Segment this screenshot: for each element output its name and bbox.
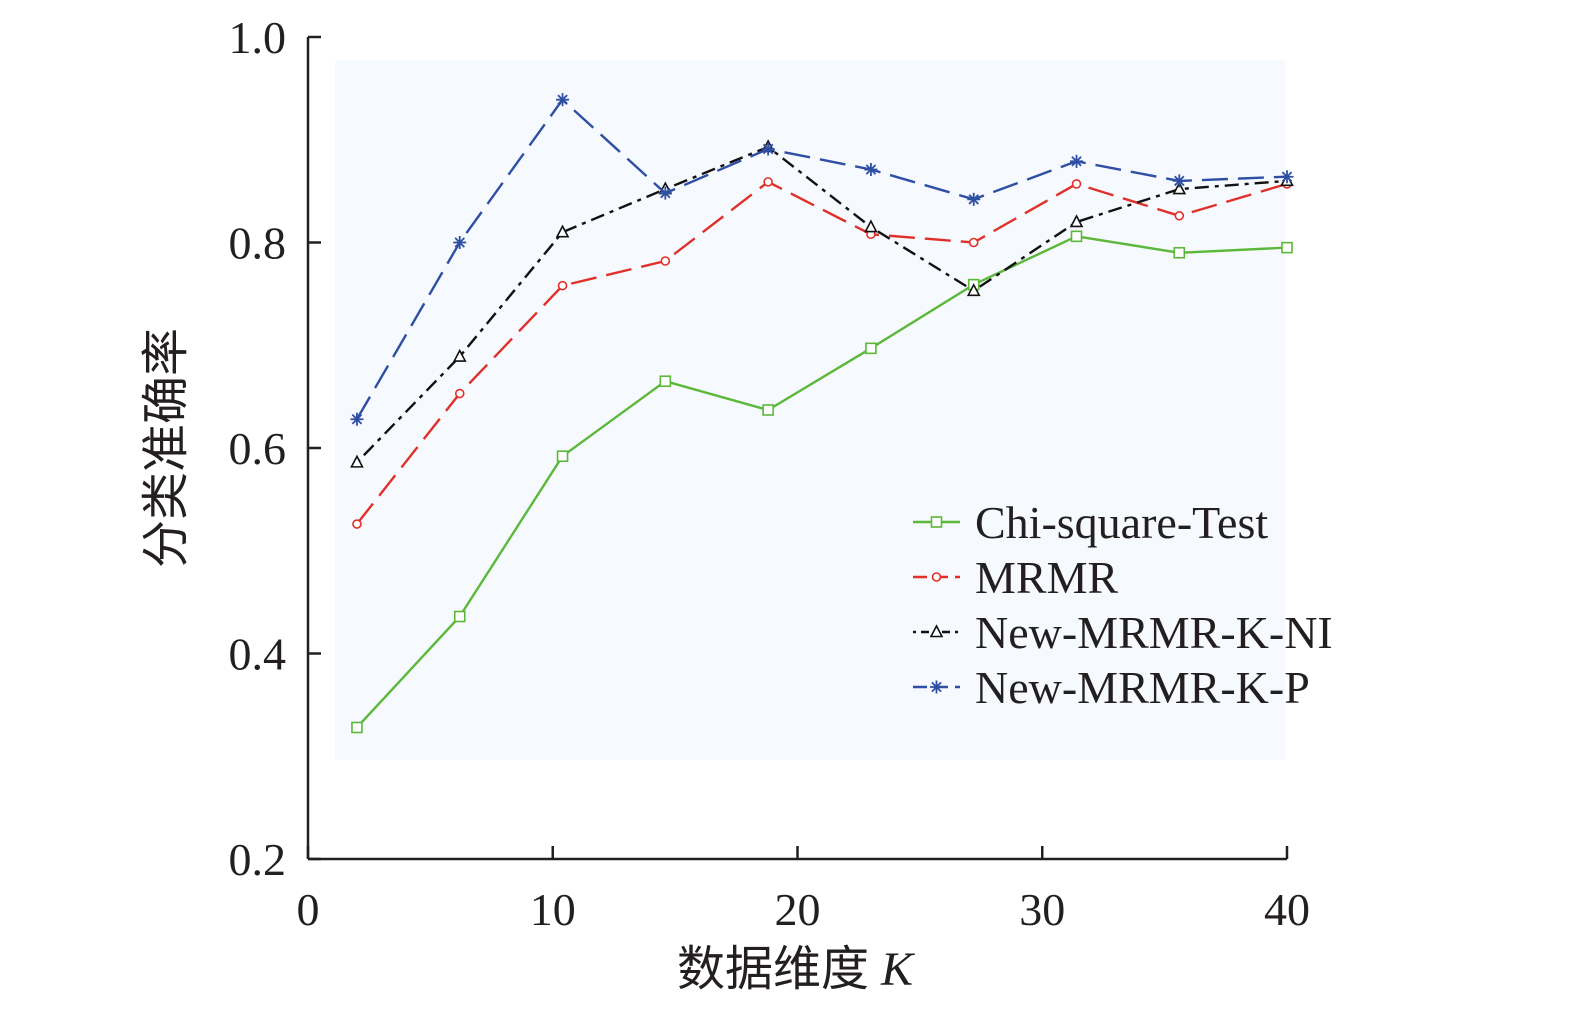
series-layer: [350, 93, 1294, 734]
legend-item: New-MRMR-K-P: [913, 662, 1310, 713]
series-line-new-mrmr-k-p: [355, 98, 1288, 420]
data-point: [761, 142, 775, 156]
data-point: [966, 283, 981, 297]
legend-label: New-MRMR-K-NI: [975, 607, 1333, 658]
series-chi-square-test: [351, 230, 1293, 734]
data-point: [1071, 179, 1082, 189]
data-point: [1070, 230, 1083, 243]
data-point: [1172, 181, 1187, 195]
legend-marker: [929, 624, 944, 638]
data-point: [454, 388, 465, 399]
data-point: [351, 721, 363, 734]
data-point: [658, 186, 672, 200]
data-point: [1280, 170, 1294, 184]
legend-item: Chi-square-Test: [913, 497, 1268, 548]
data-point: [1070, 154, 1084, 168]
legend: Chi-square-TestMRMRNew-MRMR-K-NINew-MRMR…: [913, 497, 1333, 713]
x-tick-label: 20: [775, 884, 821, 935]
y-tick-label: 0.8: [229, 218, 287, 269]
x-tick-label: 30: [1019, 884, 1065, 935]
series-line-chi-square-test: [356, 235, 1288, 729]
y-tick-label: 0.4: [229, 629, 287, 680]
legend-marker: [930, 516, 943, 528]
legend-label: Chi-square-Test: [975, 497, 1268, 548]
y-axis-title: 分类准确率: [140, 328, 193, 568]
x-tick-label: 40: [1264, 884, 1310, 935]
data-point: [1069, 214, 1084, 228]
series-line-new-mrmr-k-ni: [356, 145, 1288, 464]
data-point: [660, 256, 671, 266]
data-point: [762, 404, 774, 416]
data-point: [350, 454, 364, 468]
data-point: [864, 163, 878, 177]
data-point: [865, 342, 877, 355]
series-line-mrmr: [355, 180, 1288, 525]
data-point: [557, 280, 568, 291]
data-point: [1281, 241, 1293, 254]
data-point: [555, 224, 570, 238]
data-point: [1173, 246, 1186, 259]
y-tick-label: 0.2: [229, 834, 287, 885]
data-point: [1172, 174, 1186, 188]
data-point: [556, 450, 569, 463]
x-axis-title: 数据维度 K: [677, 943, 916, 996]
data-point: [453, 236, 467, 249]
series-new-mrmr-k-ni: [350, 139, 1294, 468]
data-point: [453, 610, 466, 623]
series-mrmr: [352, 177, 1292, 529]
data-point: [1174, 210, 1185, 221]
legend-item: MRMR: [913, 552, 1118, 603]
axes: 0.2 0.4 0.6 0.8 1.0 0 10 20 30 40: [229, 12, 1311, 935]
x-tick-label: 10: [530, 884, 576, 935]
data-point: [452, 348, 467, 362]
x-axis-title-variable: K: [880, 943, 916, 996]
legend-item: New-MRMR-K-NI: [913, 607, 1333, 658]
data-point: [967, 192, 981, 206]
data-point: [968, 237, 979, 248]
data-point: [659, 375, 672, 388]
data-point: [864, 219, 878, 233]
x-tick-label: 0: [297, 884, 320, 935]
legend-label: MRMR: [975, 552, 1118, 603]
data-point: [556, 93, 570, 107]
legend-marker: [930, 680, 943, 694]
data-point: [763, 177, 773, 187]
series-new-mrmr-k-p: [350, 93, 1294, 426]
legend-marker: [931, 572, 942, 582]
data-point: [350, 412, 364, 426]
data-point: [352, 519, 362, 529]
y-tick-label: 1.0: [229, 12, 287, 63]
x-axis-title-text: 数据维度: [677, 943, 869, 996]
y-tick-label: 0.6: [229, 423, 287, 474]
legend-label: New-MRMR-K-P: [975, 662, 1310, 713]
plot-background: [335, 60, 1285, 760]
